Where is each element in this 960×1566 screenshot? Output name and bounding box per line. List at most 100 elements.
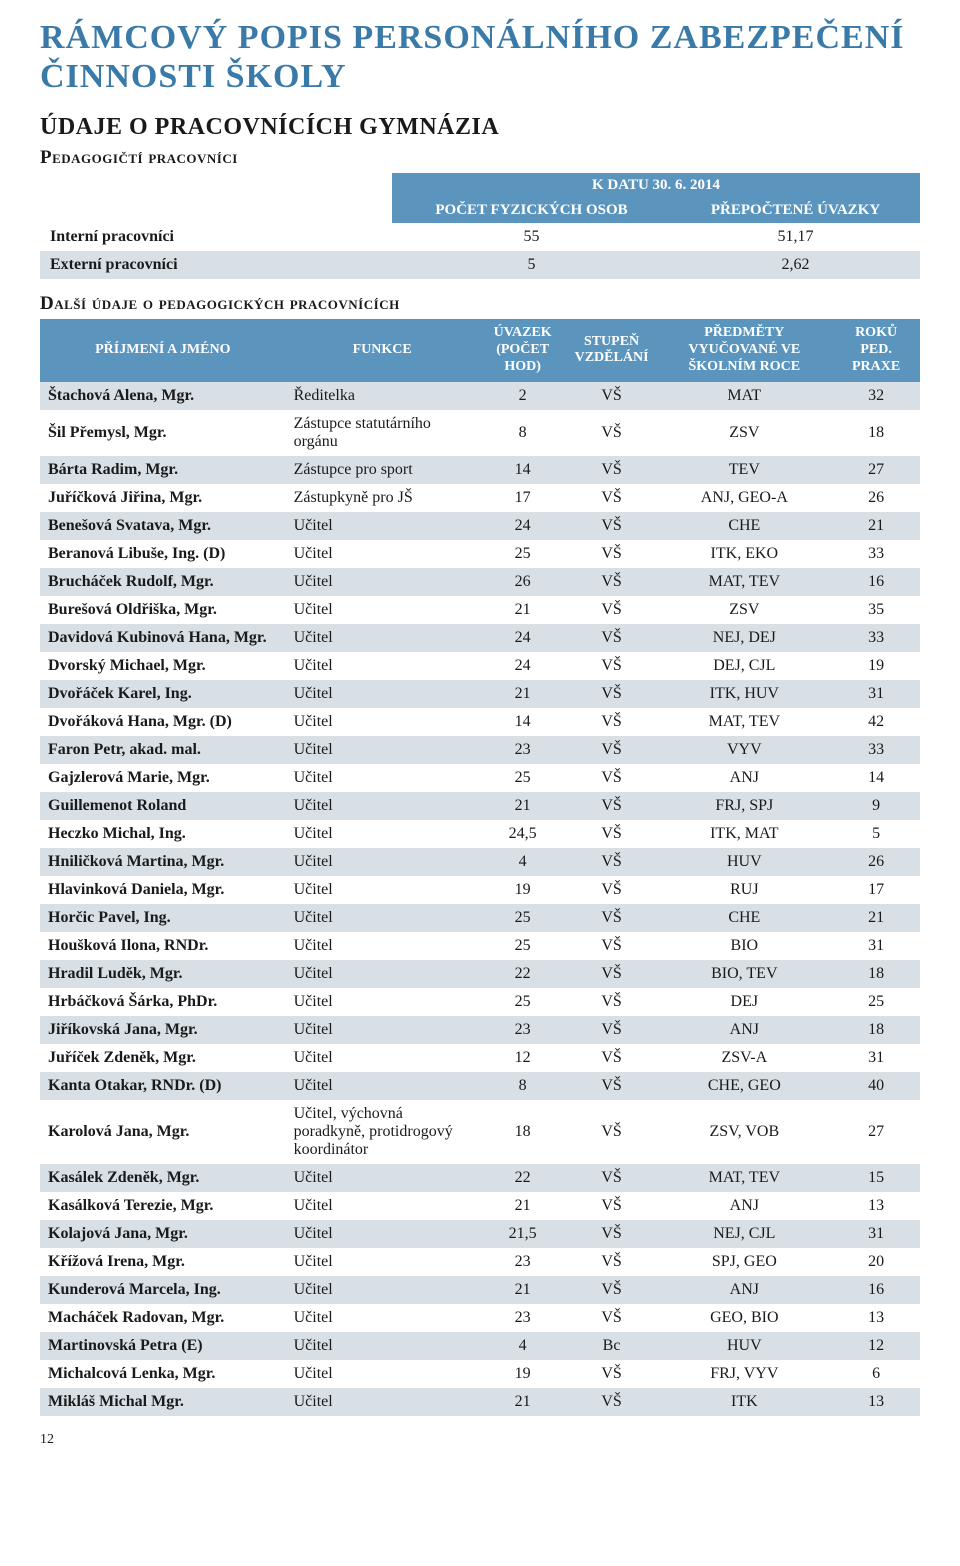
staff-role: Učitel [286,1248,479,1276]
staff-subj: ANJ [657,1276,833,1304]
staff-years: 31 [832,1220,920,1248]
staff-years: 25 [832,988,920,1016]
page-title: Rámcový popis personálního zabezpečení č… [40,18,920,96]
staff-edu: VŠ [567,512,657,540]
staff-hours: 8 [479,410,567,456]
staff-name: Juříčková Jiřina, Mgr. [40,484,286,512]
staff-years: 6 [832,1360,920,1388]
staff-hours: 22 [479,960,567,988]
staff-subj: ANJ, GEO-A [657,484,833,512]
summary-row-b: 51,17 [671,223,920,251]
staff-edu: VŠ [567,932,657,960]
staff-row: Benešová Svatava, Mgr.Učitel24VŠCHE21 [40,512,920,540]
staff-name: Kolajová Jana, Mgr. [40,1220,286,1248]
staff-hours: 24,5 [479,820,567,848]
staff-role: Učitel [286,848,479,876]
staff-name: Křížová Irena, Mgr. [40,1248,286,1276]
staff-subj: HUV [657,848,833,876]
staff-edu: VŠ [567,904,657,932]
staff-role: Učitel [286,988,479,1016]
staff-edu: VŠ [567,1016,657,1044]
header-hours: ÚVAZEK (POČET HOD) [479,319,567,381]
staff-hours: 8 [479,1072,567,1100]
staff-role: Učitel [286,1220,479,1248]
staff-edu: VŠ [567,1044,657,1072]
staff-years: 31 [832,680,920,708]
staff-hours: 2 [479,382,567,410]
staff-edu: VŠ [567,1248,657,1276]
staff-name: Heczko Michal, Ing. [40,820,286,848]
staff-name: Dvorský Michael, Mgr. [40,652,286,680]
staff-edu: VŠ [567,764,657,792]
staff-role: Učitel [286,1016,479,1044]
staff-years: 12 [832,1332,920,1360]
staff-hours: 21 [479,1192,567,1220]
staff-subj: DEJ [657,988,833,1016]
header-edu: STUPEŇ VZDĚLÁNÍ [567,319,657,381]
staff-edu: VŠ [567,1100,657,1164]
staff-row: Hradil Luděk, Mgr.Učitel22VŠBIO, TEV18 [40,960,920,988]
staff-row: Juříček Zdeněk, Mgr.Učitel12VŠZSV-A31 [40,1044,920,1072]
staff-edu: VŠ [567,792,657,820]
staff-years: 27 [832,1100,920,1164]
staff-row: Karolová Jana, Mgr.Učitel, výchovná pora… [40,1100,920,1164]
staff-hours: 14 [479,456,567,484]
staff-hours: 25 [479,932,567,960]
staff-subj: VYV [657,736,833,764]
staff-row: Martinovská Petra (E)Učitel4BcHUV12 [40,1332,920,1360]
staff-role: Učitel [286,1192,479,1220]
staff-years: 13 [832,1304,920,1332]
staff-hours: 24 [479,624,567,652]
staff-role: Učitel [286,932,479,960]
staff-edu: VŠ [567,960,657,988]
staff-hours: 21 [479,1388,567,1416]
staff-years: 15 [832,1164,920,1192]
staff-hours: 21 [479,792,567,820]
staff-edu: VŠ [567,652,657,680]
subsection-heading: Pedagogičtí pracovníci [40,147,920,169]
staff-edu: VŠ [567,1164,657,1192]
staff-row: Hlavinková Daniela, Mgr.Učitel19VŠRUJ17 [40,876,920,904]
staff-name: Houšková Ilona, RNDr. [40,932,286,960]
staff-hours: 24 [479,512,567,540]
staff-name: Bárta Radim, Mgr. [40,456,286,484]
staff-edu: VŠ [567,988,657,1016]
staff-subj: ANJ [657,764,833,792]
staff-name: Juříček Zdeněk, Mgr. [40,1044,286,1072]
staff-name: Davidová Kubinová Hana, Mgr. [40,624,286,652]
staff-edu: VŠ [567,456,657,484]
staff-edu: VŠ [567,1220,657,1248]
staff-heading: Další údaje o pedagogických pracovnících [40,293,920,315]
staff-subj: GEO, BIO [657,1304,833,1332]
staff-role: Učitel [286,1164,479,1192]
staff-years: 33 [832,540,920,568]
page-number: 12 [40,1432,920,1448]
staff-edu: VŠ [567,624,657,652]
staff-years: 16 [832,1276,920,1304]
staff-hours: 23 [479,1248,567,1276]
staff-edu: VŠ [567,540,657,568]
staff-role: Učitel [286,736,479,764]
staff-hours: 4 [479,1332,567,1360]
staff-subj: NEJ, CJL [657,1220,833,1248]
staff-years: 13 [832,1388,920,1416]
staff-row: Kasálek Zdeněk, Mgr.Učitel22VŠMAT, TEV15 [40,1164,920,1192]
staff-years: 33 [832,624,920,652]
staff-role: Učitel [286,1044,479,1072]
staff-edu: VŠ [567,568,657,596]
staff-hours: 25 [479,988,567,1016]
staff-years: 40 [832,1072,920,1100]
staff-role: Učitel [286,876,479,904]
summary-row-label: Externí pracovníci [40,251,392,279]
staff-row: Mikláš Michal Mgr.Učitel21VŠITK13 [40,1388,920,1416]
staff-years: 16 [832,568,920,596]
staff-edu: VŠ [567,596,657,624]
staff-name: Kanta Otakar, RNDr. (D) [40,1072,286,1100]
staff-subj: ZSV [657,410,833,456]
staff-years: 20 [832,1248,920,1276]
staff-subj: HUV [657,1332,833,1360]
summary-col-a: POČET FYZICKÝCH OSOB [392,198,671,223]
staff-edu: VŠ [567,1304,657,1332]
staff-edu: VŠ [567,680,657,708]
staff-subj: SPJ, GEO [657,1248,833,1276]
